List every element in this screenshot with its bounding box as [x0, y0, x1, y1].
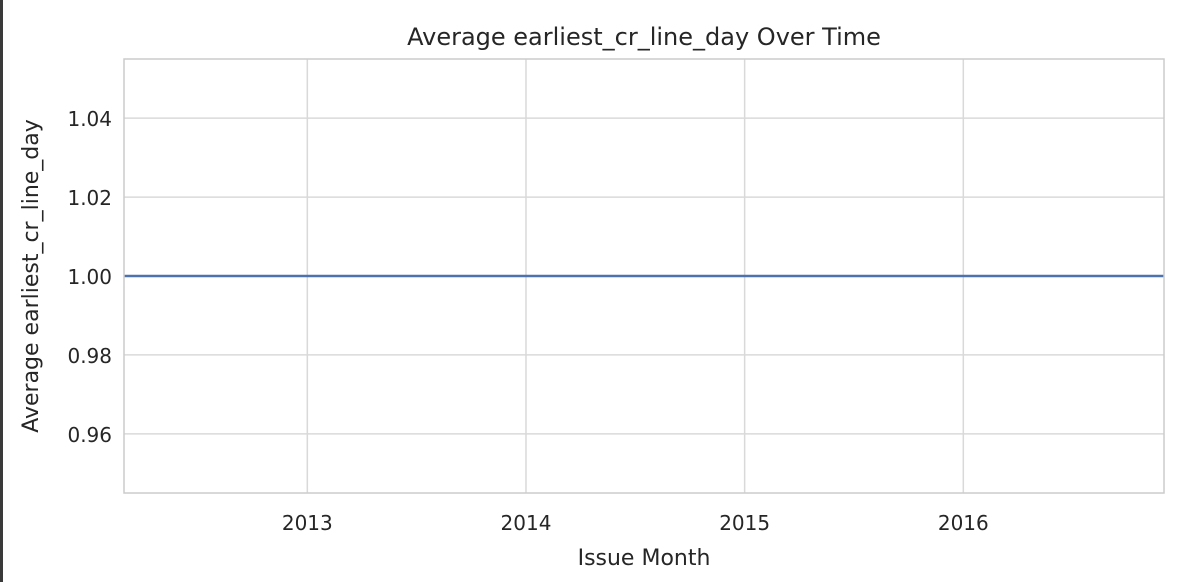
- x-tick-labels: 2013 2014 2015 2016: [282, 511, 989, 535]
- y-axis-label: Average earliest_cr_line_day: [19, 119, 44, 433]
- x-tick-label: 2015: [719, 511, 770, 535]
- x-tick-label: 2013: [282, 511, 333, 535]
- y-tick-label: 1.02: [67, 186, 112, 210]
- plot-area-border: [123, 58, 1165, 494]
- y-tick-labels: 0.96 0.98 1.00 1.02 1.04: [67, 107, 112, 447]
- y-tick-label: 0.96: [67, 423, 112, 447]
- y-tick-label: 1.04: [67, 107, 112, 131]
- y-tick-label: 0.98: [67, 344, 112, 368]
- x-tick-label: 2016: [938, 511, 989, 535]
- x-tick-label: 2014: [501, 511, 552, 535]
- y-tick-label: 1.00: [67, 265, 112, 289]
- chart-title: Average earliest_cr_line_day Over Time: [407, 23, 881, 51]
- x-axis-label: Issue Month: [578, 546, 711, 571]
- window-edge: [0, 0, 3, 582]
